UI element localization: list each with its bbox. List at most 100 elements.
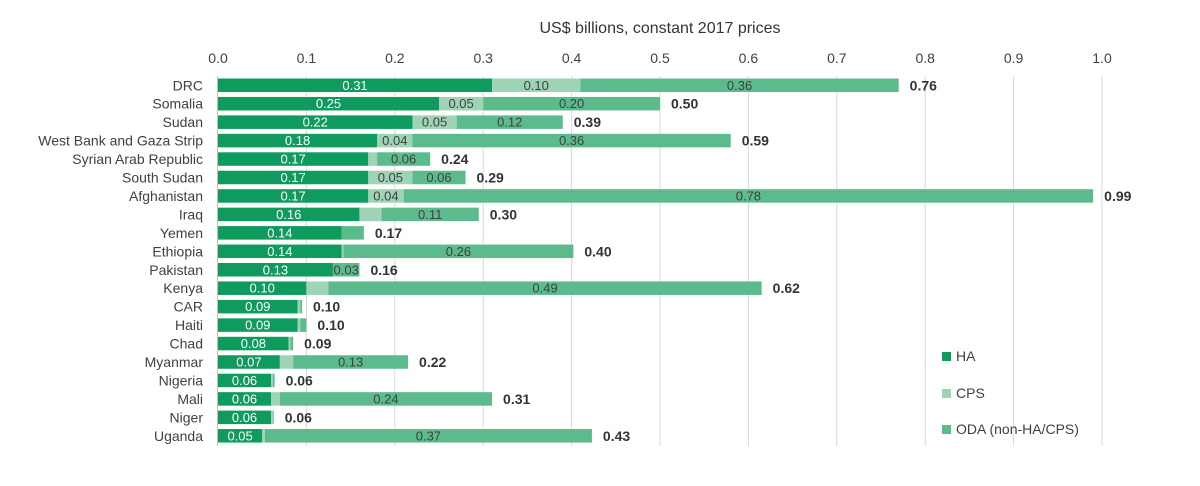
- segment-value-label: 0.05: [448, 96, 473, 111]
- total-value-label: 0.06: [286, 372, 313, 388]
- bar-segment-oda: [483, 96, 660, 111]
- bar-segment-ha: [218, 429, 263, 443]
- total-value-label: 0.50: [671, 96, 698, 112]
- segment-value-label: 0.24: [373, 391, 398, 406]
- bar-segment-oda: [377, 152, 431, 166]
- x-tick-label: 0.4: [562, 50, 582, 66]
- x-axis-title: US$ billions, constant 2017 prices: [539, 20, 780, 37]
- legend-label: ODA (non-HA/CPS): [956, 421, 1079, 437]
- legend-label: HA: [956, 348, 976, 364]
- total-value-label: 0.76: [910, 77, 937, 93]
- segment-value-label: 0.06: [426, 170, 451, 185]
- bar-segment-oda: [290, 336, 294, 351]
- bar-segment-ha: [218, 281, 307, 295]
- category-label: Uganda: [154, 428, 203, 444]
- segment-value-label: 0.36: [559, 133, 584, 148]
- category-label: CAR: [173, 299, 203, 315]
- segment-value-label: 0.14: [267, 225, 292, 240]
- total-value-label: 0.09: [304, 336, 331, 352]
- segment-value-label: 0.10: [524, 78, 549, 93]
- total-value-label: 0.06: [285, 409, 312, 425]
- category-label: Myanmar: [145, 354, 204, 370]
- segment-value-label: 0.17: [280, 170, 305, 185]
- bar-segment-oda: [293, 355, 409, 369]
- bar-segment-oda: [456, 115, 563, 129]
- bar-segment-oda: [264, 429, 592, 443]
- x-tick-label: 0.3: [473, 50, 493, 66]
- category-label: Somalia: [152, 96, 203, 112]
- bar-segment-cps: [271, 373, 273, 388]
- segment-value-label: 0.09: [245, 318, 270, 333]
- bar-segment-ha: [218, 299, 298, 314]
- bar-segment-cps: [412, 115, 457, 129]
- bar-segment-ha: [218, 133, 378, 148]
- bar-segment-cps: [368, 170, 413, 185]
- category-label: Nigeria: [159, 372, 204, 388]
- bar-segment-oda: [300, 318, 307, 332]
- total-value-label: 0.39: [574, 114, 601, 130]
- bar-segment-oda: [580, 78, 899, 92]
- category-label: DRC: [173, 77, 203, 93]
- bar-segment-cps: [359, 207, 382, 222]
- legend-swatch: [942, 389, 951, 398]
- category-label: Niger: [170, 409, 204, 425]
- x-tick-label: 1.0: [1092, 50, 1112, 66]
- bar-segment-oda: [341, 226, 364, 240]
- total-value-label: 0.99: [1104, 188, 1131, 204]
- bar-segment-cps: [271, 410, 273, 425]
- x-tick-label: 0.0: [208, 50, 228, 66]
- bar-segment-ha: [218, 96, 439, 111]
- total-value-label: 0.10: [317, 317, 344, 333]
- category-label: Iraq: [179, 206, 203, 222]
- segment-value-label: 0.25: [316, 96, 341, 111]
- segment-value-label: 0.37: [416, 428, 441, 443]
- bar-segment-ha: [218, 373, 272, 388]
- segment-value-label: 0.14: [267, 244, 292, 259]
- segment-value-label: 0.12: [497, 115, 522, 130]
- bar-segment-cps: [297, 299, 301, 314]
- bar-segment-cps: [306, 281, 329, 295]
- segment-value-label: 0.06: [391, 152, 416, 167]
- legend-swatch: [942, 425, 951, 434]
- segment-value-label: 0.13: [263, 262, 288, 277]
- category-label: Afghanistan: [129, 188, 203, 204]
- segment-value-label: 0.11: [418, 207, 442, 222]
- segment-value-label: 0.26: [446, 244, 471, 259]
- segment-value-label: 0.06: [232, 373, 257, 388]
- bar-segment-cps: [341, 244, 344, 259]
- segment-value-label: 0.31: [342, 78, 367, 93]
- total-value-label: 0.29: [477, 170, 504, 186]
- total-value-label: 0.17: [375, 225, 402, 241]
- segment-value-label: 0.05: [422, 115, 447, 130]
- x-tick-label: 0.8: [915, 50, 935, 66]
- category-label: Yemen: [160, 225, 203, 241]
- bar-segment-cps: [377, 133, 413, 148]
- bar-segment-cps: [368, 189, 404, 203]
- segment-value-label: 0.36: [727, 78, 752, 93]
- category-label: Kenya: [163, 280, 203, 296]
- bar-segment-ha: [218, 318, 298, 332]
- bar-segment-oda: [279, 392, 493, 406]
- segment-value-label: 0.05: [227, 428, 252, 443]
- bar-segment-cps: [271, 392, 280, 406]
- x-tick-label: 0.7: [827, 50, 847, 66]
- bars: [218, 78, 1094, 443]
- x-axis-ticks: 0.0 0.1 0.2 0.3 0.4 0.5 0.6 0.7 0.8 0.9 1.0: [208, 50, 1112, 66]
- category-label: South Sudan: [122, 170, 203, 186]
- bar-segment-oda: [403, 189, 1094, 203]
- bar-segment-cps: [288, 336, 291, 351]
- category-label: Mali: [177, 391, 203, 407]
- total-value-label: 0.24: [441, 151, 468, 167]
- bar-segment-ha: [218, 392, 272, 406]
- bar-segment-oda: [343, 244, 574, 259]
- segment-value-label: 0.20: [559, 96, 584, 111]
- category-label: Pakistan: [149, 262, 203, 278]
- x-tick-label: 0.2: [385, 50, 405, 66]
- bar-segment-ha: [218, 189, 369, 203]
- bar-segment-ha: [218, 207, 360, 222]
- bar-segment-cps: [368, 152, 378, 166]
- bar-segment-ha: [218, 410, 272, 425]
- category-label: Sudan: [163, 114, 203, 130]
